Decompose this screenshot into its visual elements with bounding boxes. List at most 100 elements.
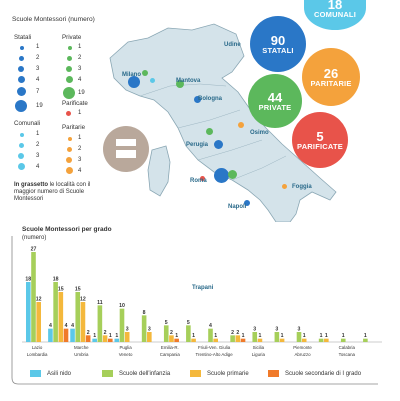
city-label: Napoli [228, 204, 247, 210]
legend-private: 1 2 3 4 19 [62, 43, 102, 99]
legend-note: In grassetto le località con il maggior … [14, 182, 104, 203]
bar [363, 338, 368, 342]
bar [80, 302, 86, 342]
total-statali-number: 90 [270, 32, 286, 48]
map-dot [282, 184, 287, 189]
bar [70, 328, 75, 342]
total-comunali-number: 18 [327, 0, 343, 12]
legend-value: 3 [36, 66, 40, 72]
category-label: Marche [74, 345, 89, 350]
map-dot [194, 96, 201, 103]
legend-value: 2 [78, 55, 82, 61]
legend-dot [66, 157, 72, 163]
city-label: Roma [190, 178, 207, 184]
legend-dot [19, 143, 24, 148]
bar-value-label: 15 [58, 287, 64, 293]
bar-value-label: 4 [71, 323, 74, 329]
bar-value-label: 3 [148, 327, 151, 333]
region-borders [139, 83, 287, 181]
map-dot [238, 122, 244, 128]
total-private-bubble: 44 PRIVATE [248, 74, 302, 128]
legend-value: 2 [78, 146, 82, 152]
bar [301, 338, 307, 342]
legend-value: 19 [36, 103, 43, 109]
bar-value-label: 3 [253, 327, 256, 333]
legend-swatch [30, 370, 41, 377]
legend-value: 19 [78, 90, 85, 96]
category-label: Sicilia [253, 345, 265, 350]
bar [252, 332, 258, 342]
bar [274, 332, 280, 342]
bar [107, 338, 113, 342]
legend-comunali: 1 2 3 4 [14, 130, 54, 174]
total-statali-label: STATALI [262, 45, 294, 55]
bar [235, 335, 241, 342]
legend-swatch [268, 370, 279, 377]
legend-dot [20, 46, 24, 50]
legend-label: Scuole primarie [207, 370, 249, 377]
legend-dot [68, 46, 72, 50]
city-label: Osimo [250, 130, 269, 136]
bars-group [26, 252, 368, 342]
legend-value: 1 [78, 110, 82, 116]
grade-bar-chart: Scuole Montessori per grado (numero) 182… [11, 226, 382, 385]
total-comunali-label: COMUNALI [313, 9, 356, 19]
bar [213, 338, 218, 342]
legend-item: Scuole secondarie di I grado [268, 370, 361, 377]
bar [296, 332, 302, 342]
legend-dot [66, 76, 73, 83]
bar-value-label: 2 [170, 330, 173, 336]
bar [48, 328, 53, 342]
bar [208, 328, 213, 342]
bar-value-label: 18 [25, 277, 31, 283]
legend-dot [18, 153, 24, 159]
legend-paritarie: 1 2 3 4 [62, 134, 102, 178]
italy-map [109, 23, 337, 222]
legend-swatch [102, 370, 113, 377]
bar-value-label: 1 [303, 333, 306, 339]
city-label: Udine [224, 42, 241, 48]
legend-dot [68, 137, 72, 141]
category-label: Friuli-Ven. Giulia [198, 345, 231, 350]
legend-dot [66, 167, 73, 174]
category-label: Campania [160, 352, 181, 357]
legend-label: Scuole dell'infanzia [119, 370, 171, 377]
map-legend-title: Scuole Montessori (numero) [12, 16, 95, 23]
category-label: Calabria [339, 345, 356, 350]
category-label: Trentino-Alto Adige [195, 352, 233, 357]
bar [124, 332, 130, 342]
category-label: Lazio [32, 345, 43, 350]
bar [58, 292, 64, 342]
bar-value-label: 1 [320, 333, 323, 339]
bar-value-label: 4 [209, 323, 212, 329]
legend-dot [17, 87, 26, 96]
legend-value: 4 [36, 164, 40, 170]
bar-value-label: 5 [165, 320, 168, 326]
bar [163, 325, 169, 342]
legend-dot [18, 163, 25, 170]
category-label: Toscana [339, 352, 356, 357]
total-parificate-bubble: 5 PARIFICATE [292, 112, 348, 168]
bar-value-label: 1 [214, 333, 217, 339]
bar-value-label: 1 [109, 333, 112, 339]
bar-value-label: 1 [93, 333, 96, 339]
total-parificate-label: PARIFICATE [297, 141, 343, 151]
bar-value-label: 3 [298, 327, 301, 333]
legend-statali-label: Statali [14, 34, 32, 41]
bar-value-label: 3 [126, 327, 129, 333]
legend-item: Scuole primarie [190, 370, 249, 377]
legend-dot [19, 56, 24, 61]
bar-value-label: 1 [192, 333, 195, 339]
legend-dot [66, 111, 71, 116]
city-label: Bologna [198, 96, 222, 102]
total-private-number: 44 [267, 89, 283, 105]
bar [230, 335, 235, 342]
bar [26, 282, 31, 342]
legend-value: 1 [36, 131, 40, 137]
bar-value-label: 18 [53, 277, 59, 283]
map-dot [228, 170, 237, 179]
chart-frame [11, 236, 378, 385]
legend-dot [18, 66, 24, 72]
